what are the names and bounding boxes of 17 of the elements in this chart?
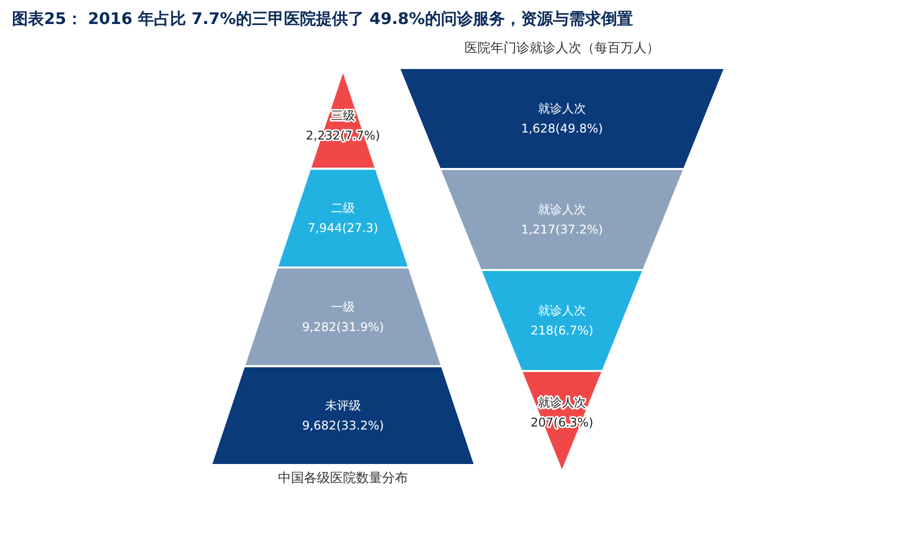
- text: 医院年门诊就诊人次（每百万人）: [464, 40, 660, 56]
- category-label: 就诊人次: [538, 304, 586, 318]
- category-label: 二级: [331, 201, 355, 216]
- category-label: 就诊人次: [538, 202, 586, 216]
- category-label: 三级: [331, 108, 355, 122]
- data-label: 1,217(37.2%): [521, 222, 603, 236]
- data-label: 9,682(33.2%): [302, 418, 384, 433]
- category-label: 就诊人次: [538, 102, 586, 116]
- text: 中国各级医院数量分布: [278, 471, 408, 486]
- text: 图表25： 2016 年占比 7.7%的三甲医院提供了 49.8%的问诊服务，资源与需求倒置: [12, 9, 633, 28]
- category-label: 就诊人次: [538, 395, 586, 410]
- data-label: 9,282(31.9%): [302, 320, 384, 334]
- data-label: 218(6.7%): [530, 324, 594, 338]
- category-label: 一级: [331, 300, 355, 314]
- data-label: 7,944(27.3): [308, 221, 378, 236]
- category-label: 未评级: [325, 398, 361, 413]
- data-label: 1,628(49.8%): [521, 122, 603, 136]
